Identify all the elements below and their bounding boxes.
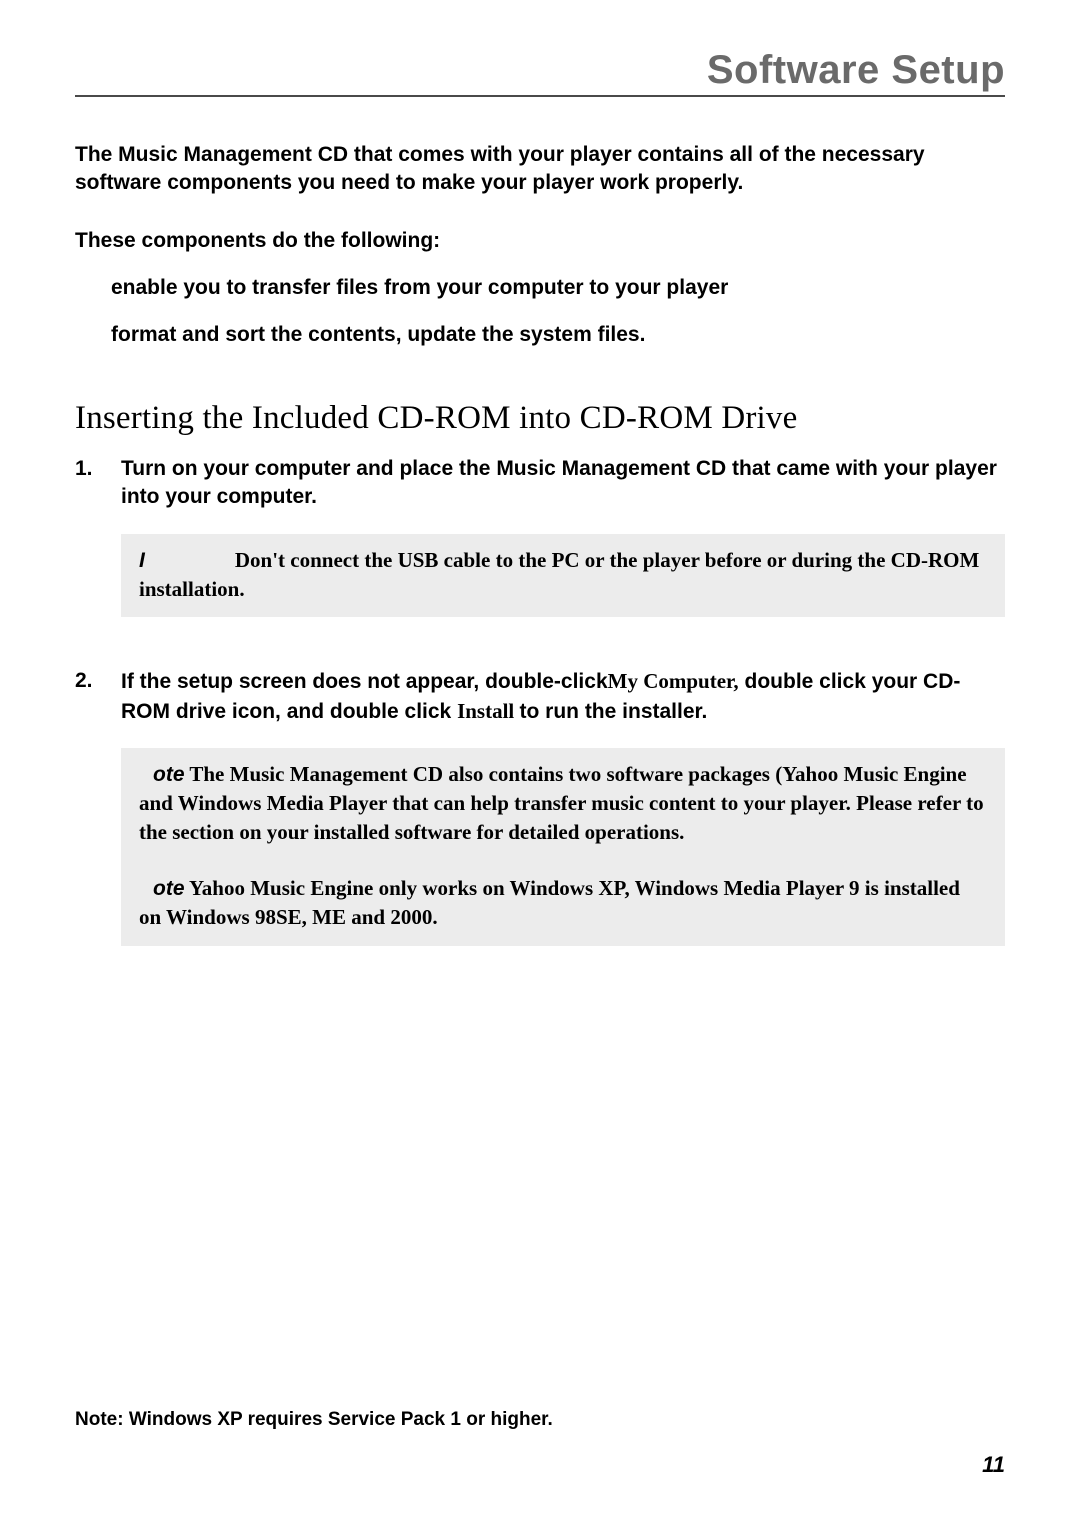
section-heading: Inserting the Included CD-ROM into CD-RO…: [75, 400, 1005, 437]
intro-paragraph-1: The Music Management CD that comes with …: [75, 141, 1005, 198]
my-computer-label: My Computer,: [608, 669, 739, 693]
header-rule: [75, 95, 1005, 97]
step-2-part-c: to run the installer.: [520, 700, 708, 723]
bullet-item-2: format and sort the contents, update the…: [111, 320, 1005, 349]
note-3-label: ote: [153, 877, 185, 900]
note-2: ote The Music Management CD also contain…: [139, 760, 987, 846]
note-label-important: I: [139, 549, 145, 572]
note-1-text: Don't connect the USB cable to the PC or…: [139, 548, 979, 601]
step-2-number: 2.: [75, 667, 121, 726]
notes-box-group: ote The Music Management CD also contain…: [121, 748, 1005, 946]
intro-section: The Music Management CD that comes with …: [75, 141, 1005, 350]
footer-note: Note: Windows XP requires Service Pack 1…: [75, 1409, 553, 1431]
step-1: 1. Turn on your computer and place the M…: [75, 455, 1005, 512]
step-1-number: 1.: [75, 455, 121, 512]
note-3-text: Yahoo Music Engine only works on Windows…: [139, 876, 960, 929]
install-label: Install: [457, 699, 519, 723]
step-1-text: Turn on your computer and place the Musi…: [121, 455, 1005, 512]
bullet-item-1: enable you to transfer files from your c…: [111, 273, 1005, 302]
note-3: ote Yahoo Music Engine only works on Win…: [139, 874, 987, 932]
bullet-list: enable you to transfer files from your c…: [111, 273, 1005, 350]
page-title: Software Setup: [75, 48, 1005, 93]
step-2-part-a: If the setup screen does not appear, dou…: [121, 670, 608, 693]
step-2-text: If the setup screen does not appear, dou…: [121, 667, 1005, 726]
page-number: 11: [982, 1452, 1005, 1478]
note-2-label: ote: [153, 763, 185, 786]
page-header: Software Setup: [75, 48, 1005, 97]
step-2: 2. If the setup screen does not appear, …: [75, 667, 1005, 726]
intro-paragraph-2: These components do the following:: [75, 226, 1005, 255]
important-note-box: IDon't connect the USB cable to the PC o…: [121, 534, 1005, 618]
note-2-text: The Music Management CD also contains tw…: [139, 762, 984, 844]
